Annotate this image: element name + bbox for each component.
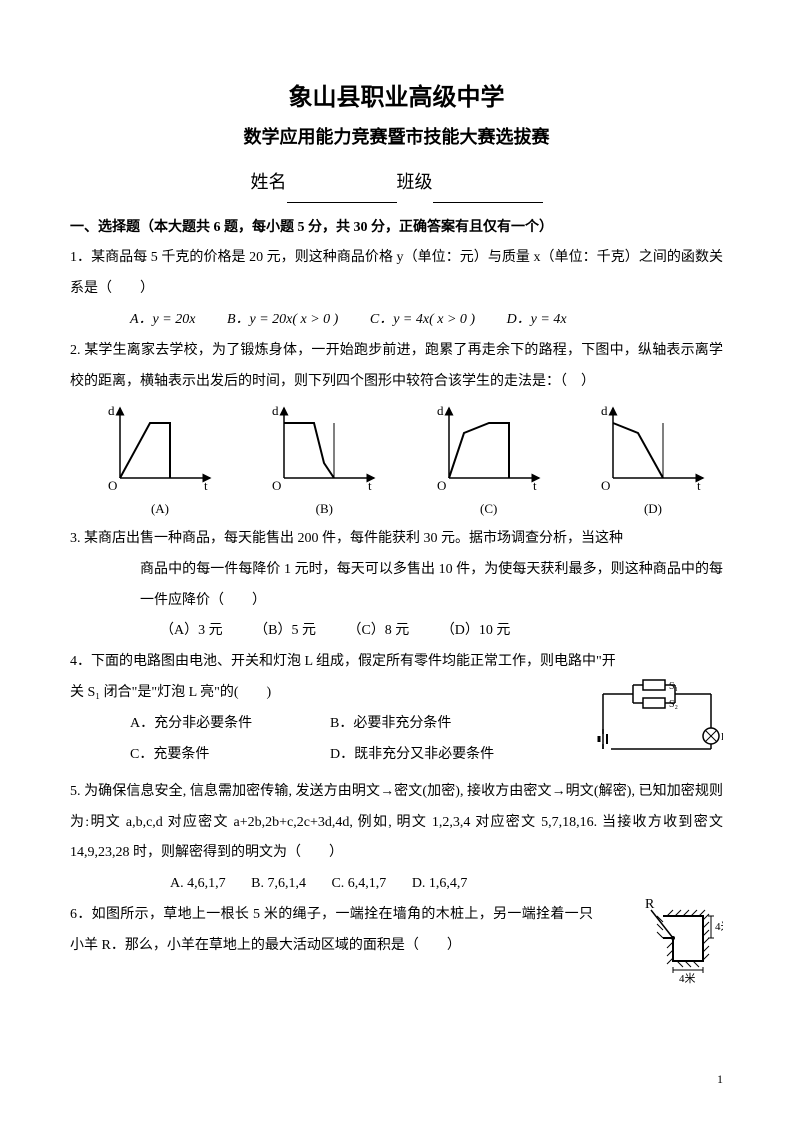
- svg-text:L: L: [721, 732, 723, 743]
- svg-text:O: O: [272, 478, 281, 493]
- q4-opt-c[interactable]: C．充要条件: [130, 740, 330, 771]
- svg-text:d: d: [108, 403, 115, 418]
- svg-text:O: O: [108, 478, 117, 493]
- q4-opt-b[interactable]: B．必要非充分条件: [330, 709, 530, 740]
- rope-diagram: R 4米 4米: [603, 896, 723, 1019]
- q2-label-d: (D): [593, 495, 713, 524]
- exam-title: 数学应用能力竞赛暨市技能大赛选拔赛: [70, 124, 723, 151]
- q1-opt-a[interactable]: A．y = 20x: [130, 305, 195, 336]
- school-title: 象山县职业高级中学: [70, 80, 723, 116]
- q2-label-b: (B): [264, 495, 384, 524]
- name-label: 姓名: [251, 172, 287, 192]
- svg-text:t: t: [368, 478, 372, 493]
- svg-text:4米: 4米: [679, 972, 696, 985]
- q4-opt-d[interactable]: D．既非充分又非必要条件: [330, 740, 530, 771]
- q5-opt-d[interactable]: D. 1,6,4,7: [412, 869, 468, 900]
- q5-opt-a[interactable]: A. 4,6,1,7: [170, 869, 226, 900]
- svg-text:d: d: [272, 403, 279, 418]
- question-2: 2. 某学生离家去学校，为了锻炼身体，一开始跑步前进，跑累了再走余下的路程，下图…: [70, 336, 723, 398]
- class-blank[interactable]: [433, 181, 543, 203]
- circuit-diagram: S₁ S₂ L: [593, 674, 723, 777]
- q2-graph-c[interactable]: d O t (C): [429, 403, 549, 524]
- q2-label-c: (C): [429, 495, 549, 524]
- q1-opt-b[interactable]: B．y = 20x( x > 0 ): [227, 305, 338, 336]
- question-4-options: A．充分非必要条件 B．必要非充分条件 C．充要条件 D．既非充分又非必要条件: [70, 709, 530, 771]
- q2-graph-d[interactable]: d O t (D): [593, 403, 713, 524]
- svg-text:O: O: [437, 478, 446, 493]
- q5-opt-b[interactable]: B. 7,6,1,4: [251, 869, 306, 900]
- name-blank[interactable]: [287, 181, 397, 203]
- svg-text:d: d: [437, 403, 444, 418]
- svg-text:S₁: S₁: [669, 681, 678, 692]
- svg-text:d: d: [601, 403, 608, 418]
- class-label: 班级: [397, 172, 433, 192]
- svg-text:R: R: [645, 897, 655, 912]
- q1-opt-d[interactable]: D．y = 4x: [507, 305, 567, 336]
- svg-text:S₂: S₂: [669, 699, 678, 710]
- q3-opt-d[interactable]: （D）10 元: [441, 616, 511, 647]
- svg-text:t: t: [533, 478, 537, 493]
- page-number: 1: [717, 1066, 723, 1092]
- q3-opt-b[interactable]: （B）5 元: [254, 616, 316, 647]
- question-1: 1．某商品每 5 千克的价格是 20 元，则这种商品价格 y（单位：元）与质量 …: [70, 243, 723, 305]
- name-class-line: 姓名 班级: [70, 163, 723, 203]
- question-3: 3. 某商店出售一种商品，每天能售出 200 件，每件能获利 30 元。据市场调…: [70, 524, 723, 555]
- q2-graph-a[interactable]: d O t (A): [100, 403, 220, 524]
- svg-text:t: t: [204, 478, 208, 493]
- q2-label-a: (A): [100, 495, 220, 524]
- question-3-cont: 商品中的每一件每降价 1 元时，每天可以多售出 10 件，为使每天获利最多，则这…: [70, 555, 723, 617]
- svg-text:t: t: [697, 478, 701, 493]
- question-2-graphs: d O t (A) d O t (B) d O t (C): [70, 397, 723, 524]
- q5-opt-c[interactable]: C. 6,4,1,7: [331, 869, 386, 900]
- section-1-heading: 一、选择题（本大题共 6 题，每小题 5 分，共 30 分，正确答案有且仅有一个…: [70, 213, 723, 244]
- q3-opt-a[interactable]: （A）3 元: [160, 616, 223, 647]
- q2-graph-b[interactable]: d O t (B): [264, 403, 384, 524]
- q3-opt-c[interactable]: （C）8 元: [347, 616, 409, 647]
- svg-text:4米: 4米: [715, 920, 723, 933]
- question-3-options: （A）3 元 （B）5 元 （C）8 元 （D）10 元: [70, 616, 723, 647]
- question-1-options: A．y = 20x B．y = 20x( x > 0 ) C．y = 4x( x…: [70, 305, 723, 336]
- svg-text:O: O: [601, 478, 610, 493]
- question-5: 5. 为确保信息安全, 信息需加密传输, 发送方由明文→密文(加密), 接收方由…: [70, 777, 723, 869]
- q4-opt-a[interactable]: A．充分非必要条件: [130, 709, 330, 740]
- q1-opt-c[interactable]: C．y = 4x( x > 0 ): [370, 305, 475, 336]
